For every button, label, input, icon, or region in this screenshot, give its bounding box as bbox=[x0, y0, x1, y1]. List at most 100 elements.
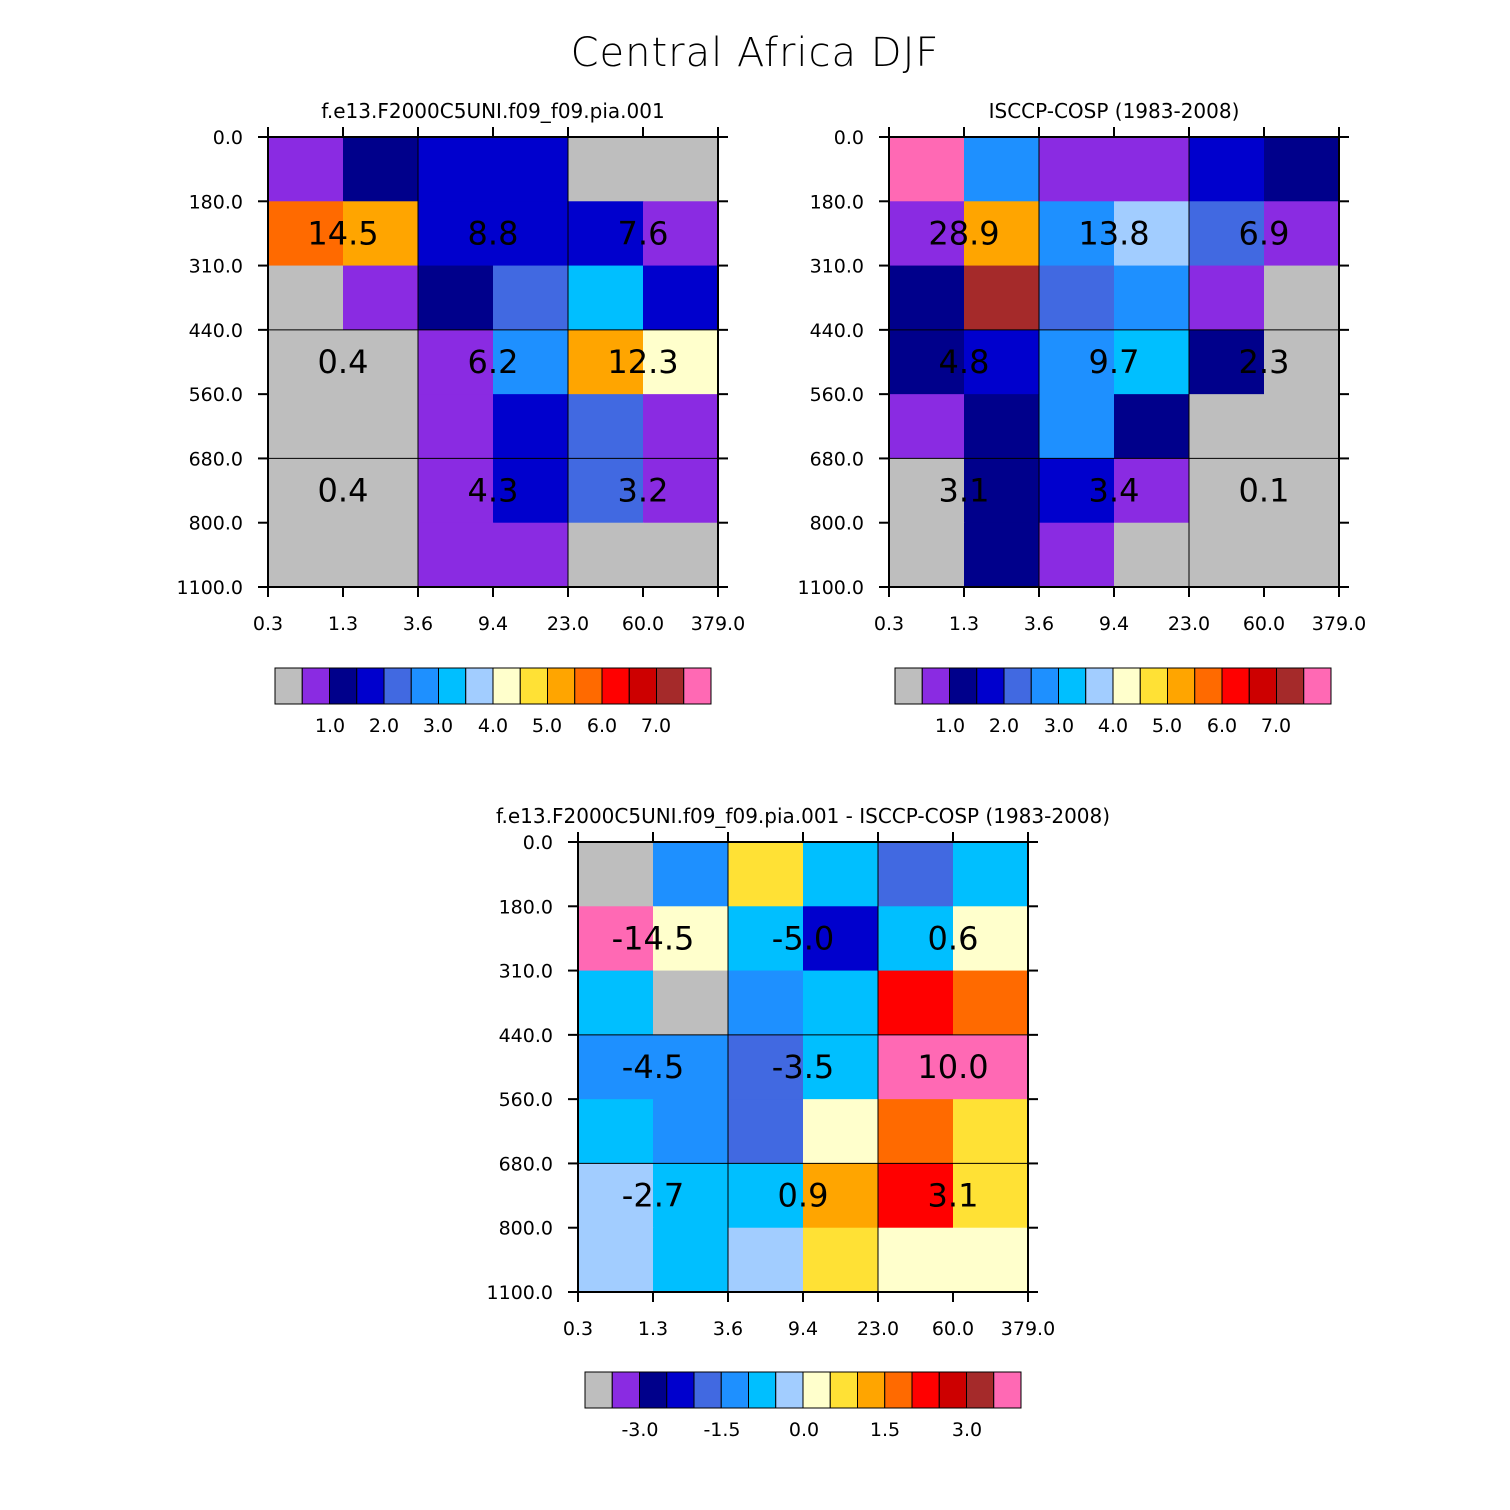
heatmap-cell bbox=[493, 458, 569, 524]
group-sum-label: 3.2 bbox=[618, 472, 669, 510]
colorbar-swatch bbox=[356, 667, 385, 705]
x-tick-label: 1.3 bbox=[638, 1318, 668, 1340]
group-sum-label: 9.7 bbox=[1089, 343, 1140, 381]
heatmap-cell bbox=[1114, 522, 1190, 588]
y-tick-label: 440.0 bbox=[189, 320, 243, 342]
heatmap-cell bbox=[578, 970, 654, 1036]
y-tick-label: 1100.0 bbox=[487, 1282, 553, 1304]
colorbar-swatch bbox=[857, 1371, 886, 1409]
group-sum-label: -2.7 bbox=[622, 1177, 684, 1215]
colorbar-swatch bbox=[410, 667, 439, 705]
heatmap-cell bbox=[643, 458, 719, 524]
y-tick-label: 0.0 bbox=[213, 127, 243, 149]
heatmap-cell bbox=[643, 201, 719, 267]
colorbar-swatch bbox=[911, 1371, 940, 1409]
heatmap-cell bbox=[1039, 265, 1115, 331]
heatmap-cell bbox=[1264, 329, 1340, 395]
colorbar-label: 3.0 bbox=[1044, 715, 1074, 737]
heatmap-cell bbox=[889, 201, 965, 267]
heatmap-cell bbox=[878, 1227, 954, 1293]
heatmap-cell bbox=[1039, 329, 1115, 395]
group-sum-label: 4.3 bbox=[468, 472, 519, 510]
y-tick-label: 440.0 bbox=[810, 320, 864, 342]
colorbar-label: 5.0 bbox=[1152, 715, 1182, 737]
heatmap-cell bbox=[568, 201, 644, 267]
x-tick-label: 379.0 bbox=[1312, 613, 1366, 635]
heatmap-cell bbox=[1264, 394, 1340, 460]
heatmap-cell bbox=[889, 458, 965, 524]
heatmap-cell bbox=[643, 137, 719, 202]
group-sum-label: 14.5 bbox=[307, 214, 378, 252]
heatmap-cell bbox=[653, 970, 729, 1036]
colorbar-swatch bbox=[894, 667, 923, 705]
heatmap-cell bbox=[568, 458, 644, 524]
colorbar-swatch bbox=[693, 1371, 722, 1409]
heatmap-cell bbox=[1039, 137, 1115, 202]
x-tick-label: 1.3 bbox=[328, 613, 358, 635]
colorbar-swatch bbox=[884, 1371, 913, 1409]
colorbar-swatch bbox=[802, 1371, 831, 1409]
y-tick-label: 680.0 bbox=[189, 448, 243, 470]
colorbar-label: 6.0 bbox=[1207, 715, 1237, 737]
colorbar-label: 7.0 bbox=[1261, 715, 1291, 737]
x-tick-label: 23.0 bbox=[857, 1318, 899, 1340]
heatmap-cell bbox=[964, 201, 1040, 267]
x-tick-label: 23.0 bbox=[1168, 613, 1210, 635]
colorbar-swatch bbox=[949, 667, 978, 705]
heatmap-cell bbox=[643, 329, 719, 395]
heatmap-cell bbox=[728, 1163, 804, 1229]
colorbar-swatch bbox=[656, 667, 685, 705]
heatmap-cell bbox=[803, 970, 879, 1036]
colorbar-swatch bbox=[519, 667, 548, 705]
colorbar-label: -1.5 bbox=[703, 1419, 740, 1441]
colorbar-swatch bbox=[574, 667, 603, 705]
y-tick-label: 1100.0 bbox=[177, 577, 243, 599]
heatmap-cell bbox=[953, 1163, 1029, 1229]
y-tick-label: 800.0 bbox=[810, 513, 864, 535]
heatmap-cell bbox=[268, 458, 344, 524]
colorbar-label: 3.0 bbox=[952, 1419, 982, 1441]
heatmap-cell bbox=[343, 329, 419, 395]
heatmap-cell bbox=[653, 1099, 729, 1165]
heatmap-cell bbox=[1189, 265, 1265, 331]
heatmap-cell bbox=[653, 1034, 729, 1100]
y-tick-label: 310.0 bbox=[499, 961, 553, 983]
heatmap-cell bbox=[953, 970, 1029, 1036]
colorbar-swatch bbox=[438, 667, 467, 705]
colorbar-swatch bbox=[666, 1371, 695, 1409]
heatmap-cell bbox=[1039, 458, 1115, 524]
heatmap-cell bbox=[889, 522, 965, 588]
heatmap-cell bbox=[1264, 137, 1340, 202]
colorbar-swatch bbox=[1276, 667, 1305, 705]
colorbar-swatch bbox=[1194, 667, 1223, 705]
heatmap-cell bbox=[268, 329, 344, 395]
heatmap-cell bbox=[728, 970, 804, 1036]
heatmap-cell bbox=[728, 1034, 804, 1100]
colorbar-swatch bbox=[775, 1371, 804, 1409]
heatmap-cell bbox=[964, 329, 1040, 395]
colorbar-swatch bbox=[720, 1371, 749, 1409]
colorbar-swatch bbox=[1167, 667, 1196, 705]
heatmap-cell bbox=[568, 329, 644, 395]
x-tick-label: 60.0 bbox=[932, 1318, 974, 1340]
heatmap-cell bbox=[1114, 394, 1190, 460]
heatmap-cell bbox=[653, 1163, 729, 1229]
group-sum-label: 6.2 bbox=[468, 343, 519, 381]
heatmap-cell bbox=[568, 522, 644, 588]
colorbar-swatch bbox=[1303, 667, 1332, 705]
heatmap-cell bbox=[878, 842, 954, 907]
y-tick-label: 800.0 bbox=[189, 513, 243, 535]
heatmap-cell bbox=[343, 394, 419, 460]
panel-title: f.e13.F2000C5UNI.f09_f09.pia.001 bbox=[321, 99, 664, 123]
heatmap-cell bbox=[1189, 201, 1265, 267]
heatmap-cell bbox=[493, 201, 569, 267]
heatmap-cell bbox=[964, 265, 1040, 331]
y-tick-label: 180.0 bbox=[499, 896, 553, 918]
colorbar-swatch bbox=[639, 1371, 668, 1409]
heatmap-cell bbox=[1189, 458, 1265, 524]
colorbar-swatch bbox=[1003, 667, 1032, 705]
heatmap-cell bbox=[803, 1163, 879, 1229]
heatmap-cell bbox=[418, 394, 494, 460]
colorbar-label: 4.0 bbox=[1098, 715, 1128, 737]
